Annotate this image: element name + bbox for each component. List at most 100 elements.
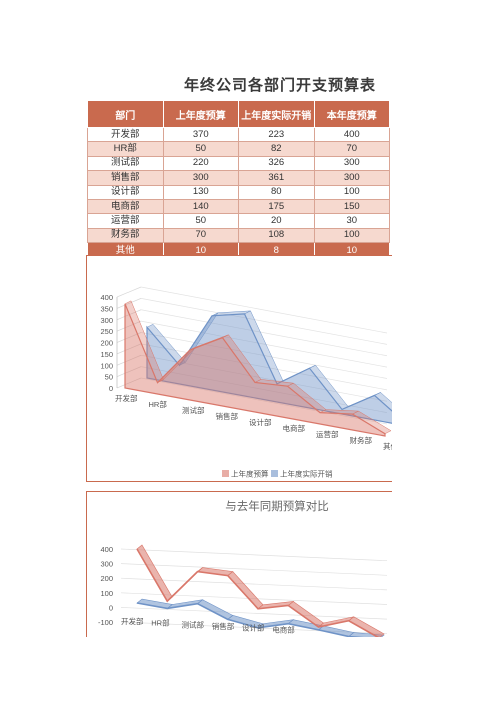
series-ribbon-0 <box>227 571 264 610</box>
department-cell: 其他 <box>87 242 164 260</box>
value-cell: 70 <box>162 227 239 244</box>
y-tick-label: 100 <box>100 361 113 370</box>
value-cell: 50 <box>162 213 239 229</box>
series-top-face <box>351 410 392 435</box>
gridline <box>120 607 388 620</box>
y-tick-label: -100 <box>98 618 113 627</box>
y-tick-label: 400 <box>100 545 113 554</box>
column-header: 部门 <box>87 100 164 128</box>
series-line-0 <box>136 548 380 637</box>
page-title: 年终公司各部门开支预算表 <box>183 76 376 94</box>
value-cell: 223 <box>238 126 315 143</box>
gridline <box>140 343 388 391</box>
table-row: 销售部 300 361 300 <box>87 170 390 186</box>
y-tick-label: 200 <box>100 339 113 348</box>
value-cell: 140 <box>162 198 239 215</box>
x-tick-label: 设计部 <box>249 417 272 427</box>
value-cell: 108 <box>238 227 315 244</box>
gridline <box>140 298 388 345</box>
table-row: 财务部 70 108 100 <box>87 227 390 244</box>
gridline <box>120 577 388 591</box>
y-tick-label: 50 <box>105 373 113 382</box>
gridline <box>140 354 388 402</box>
department-cell: 测试部 <box>87 155 164 172</box>
department-cell: 开发部 <box>87 126 164 143</box>
department-cell: 运营部 <box>87 213 164 229</box>
x-tick-label: 销售部 <box>216 411 239 421</box>
x-tick-label: 财务部 <box>350 435 373 445</box>
value-cell: 300 <box>162 170 239 186</box>
table-row: 运营部 50 20 30 <box>87 213 390 229</box>
y-tick-label: 300 <box>100 560 113 569</box>
value-cell: 220 <box>162 155 239 172</box>
budget-table: 部门 上年度预算 上年度实际开销 本年度预算 开发部 370 223 400 HR部 50… <box>87 100 390 260</box>
x-tick-label: 开发部 <box>121 616 144 626</box>
table-row: 设计部 130 80 100 <box>87 184 390 200</box>
series-line-1 <box>136 602 365 637</box>
line-chart: 与去年同期预算对比 400 300 200 100 0 -100 开发部 HR部 测试部 销售部 设计… <box>98 499 388 637</box>
x-tick-label: 运营部 <box>316 429 339 439</box>
gridline <box>140 286 388 334</box>
chart-title: 与去年同期预算对比 <box>225 499 329 513</box>
line-chart-panel: 与去年同期预算对比 400 300 200 100 0 -100 开发部 HR部 测试部 销售部 设计… <box>86 491 392 637</box>
value-cell: 10 <box>162 242 239 260</box>
x-tick-label: HR部 <box>149 399 168 409</box>
y-tick-label: 200 <box>100 574 113 583</box>
table-row: 电商部 140 175 150 <box>87 198 390 215</box>
x-tick-label: HR部 <box>151 618 170 628</box>
column-header: 上年度实际开销 <box>238 100 315 128</box>
value-cell: 70 <box>313 141 390 157</box>
x-tick-label: 销售部 <box>212 621 235 631</box>
y-tick-label: 300 <box>100 316 113 325</box>
column-header: 本年度预算 <box>313 100 390 128</box>
value-cell: 370 <box>162 126 239 143</box>
value-cell: 100 <box>313 227 390 244</box>
series-ribbon-1 <box>196 599 234 620</box>
gridline <box>116 286 142 298</box>
legend-swatch <box>222 470 229 477</box>
y-tick-label: 250 <box>100 327 113 336</box>
legend-label: 上年度实际开销 <box>280 469 333 479</box>
department-cell: HR部 <box>87 141 164 157</box>
value-cell: 300 <box>313 170 390 186</box>
gridline <box>116 298 142 309</box>
value-cell: 82 <box>238 141 315 157</box>
y-tick-label: 0 <box>109 384 113 393</box>
gridline <box>116 320 142 332</box>
gridline <box>140 366 388 413</box>
value-cell: 80 <box>238 184 315 200</box>
legend-swatch <box>271 470 278 477</box>
value-cell: 30 <box>313 213 390 229</box>
department-cell: 销售部 <box>87 170 164 186</box>
gridline <box>116 366 142 377</box>
y-tick-label: 100 <box>100 589 113 598</box>
value-cell: 20 <box>238 213 315 229</box>
value-cell: 100 <box>313 184 390 200</box>
value-cell: 300 <box>313 155 390 172</box>
table-row: 测试部 220 326 300 <box>87 155 390 172</box>
value-cell: 150 <box>313 198 390 215</box>
column-header: 上年度预算 <box>162 100 239 128</box>
y-tick-label: 0 <box>109 603 113 612</box>
table-row: 开发部 370 223 400 <box>87 126 390 143</box>
table-row: HR部 50 82 70 <box>87 141 390 157</box>
gridline <box>120 548 388 562</box>
value-cell: 50 <box>162 141 239 157</box>
x-tick-label: 设计部 <box>242 623 265 633</box>
gridline <box>140 377 388 425</box>
gridline <box>140 320 388 368</box>
series-top-face <box>374 392 392 412</box>
table-header-row: 部门 上年度预算 上年度实际开销 本年度预算 <box>87 100 390 128</box>
gridline <box>116 343 142 355</box>
x-tick-label: 测试部 <box>182 619 205 629</box>
value-cell: 130 <box>162 184 239 200</box>
gridline <box>140 309 388 357</box>
value-cell: 400 <box>313 126 390 143</box>
department-cell: 财务部 <box>87 227 164 244</box>
y-tick-label: 350 <box>100 304 113 313</box>
gridline <box>120 563 388 576</box>
x-tick-label: 测试部 <box>182 405 205 415</box>
department-cell: 设计部 <box>87 184 164 200</box>
series-ribbon-0 <box>136 544 173 602</box>
